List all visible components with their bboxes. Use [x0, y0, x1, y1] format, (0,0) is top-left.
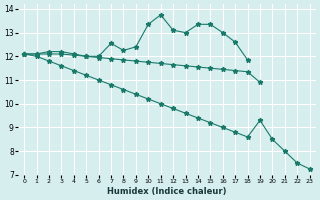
X-axis label: Humidex (Indice chaleur): Humidex (Indice chaleur): [107, 187, 227, 196]
